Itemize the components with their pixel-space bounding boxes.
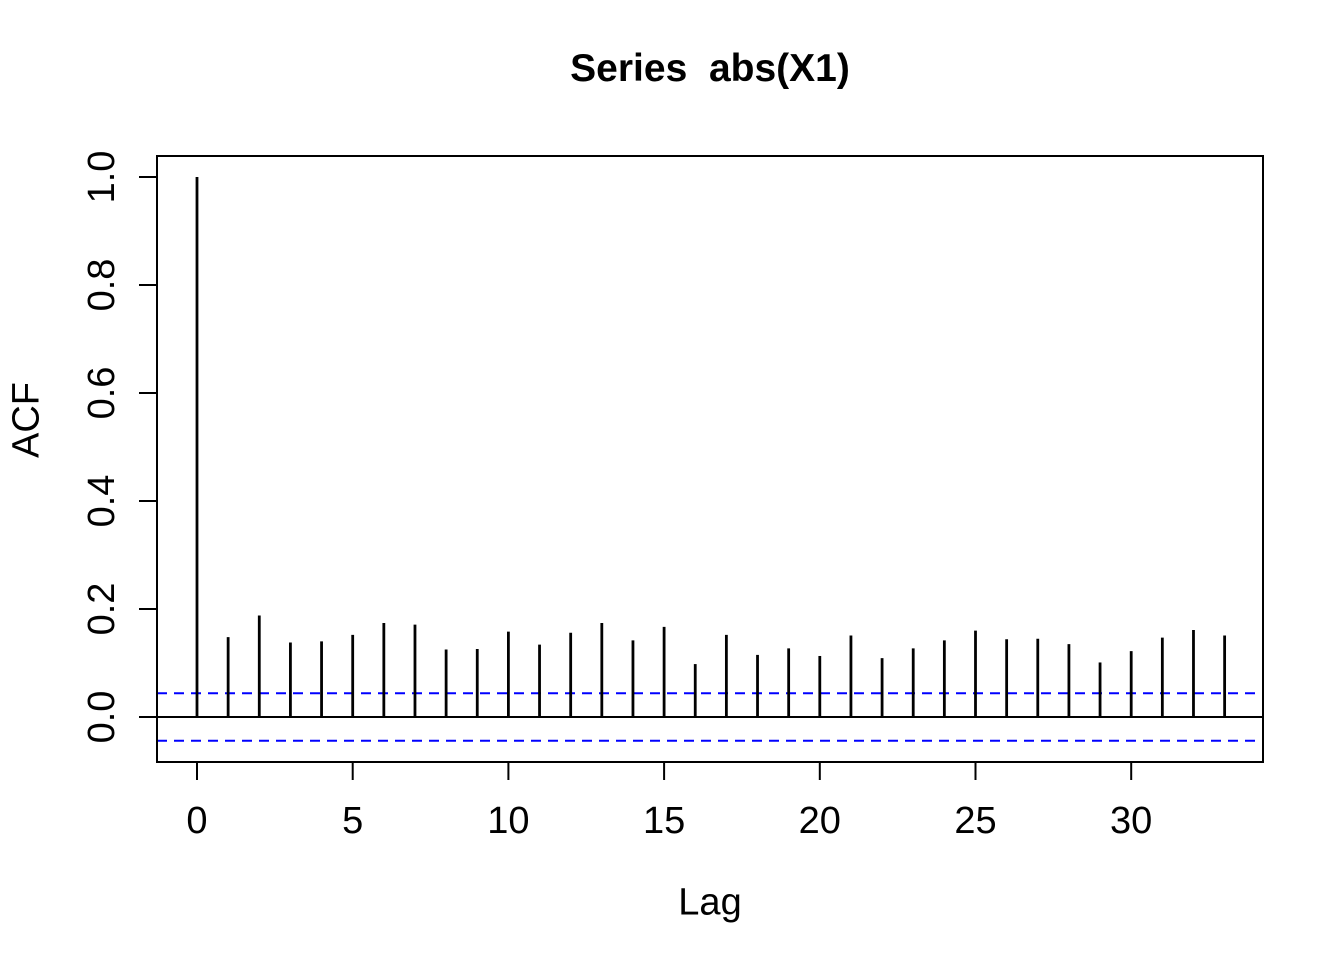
plot-box	[156, 155, 1264, 763]
x-tick-label: 30	[1110, 800, 1152, 842]
y-tick-label: 0.8	[81, 259, 123, 312]
x-axis-label: Lag	[678, 881, 742, 924]
x-tick-label: 20	[799, 800, 841, 842]
y-tick-label: 0.6	[81, 367, 123, 420]
x-tick-label: 5	[342, 800, 363, 842]
y-tick-label: 1.0	[81, 151, 123, 204]
x-tick-label: 15	[643, 800, 685, 842]
y-tick-label: 0.0	[81, 691, 123, 744]
y-axis-label: ACF	[5, 382, 48, 458]
chart-title: Series abs(X1)	[570, 47, 850, 90]
y-tick-label: 0.4	[81, 475, 123, 528]
x-tick-label: 0	[186, 800, 207, 842]
y-tick-label: 0.2	[81, 583, 123, 636]
x-tick-label: 25	[954, 800, 996, 842]
x-tick-label: 10	[487, 800, 529, 842]
